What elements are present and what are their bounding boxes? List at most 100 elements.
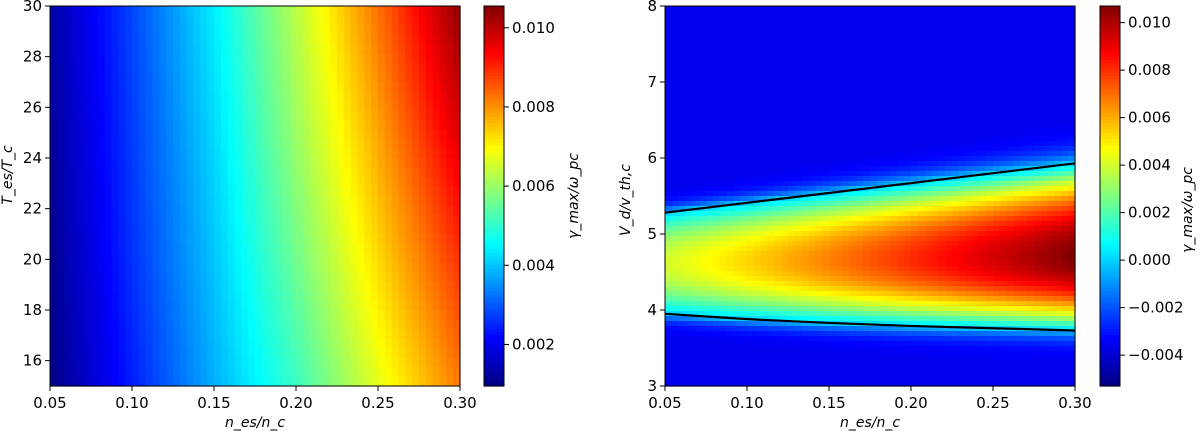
right-heatmap-cell bbox=[692, 176, 700, 182]
left-colorbar-swatch bbox=[484, 154, 504, 159]
left-heatmap-cell bbox=[343, 110, 352, 121]
left-heatmap-cell bbox=[357, 63, 365, 74]
right-heatmap-cell bbox=[890, 51, 898, 57]
left-heatmap-cell bbox=[419, 110, 427, 121]
left-heatmap-cell bbox=[405, 120, 413, 131]
right-heatmap-cell bbox=[1054, 186, 1062, 192]
right-heatmap-cell bbox=[1054, 106, 1062, 112]
left-heatmap-cell bbox=[84, 63, 92, 74]
right-heatmap-cell bbox=[876, 156, 885, 162]
right-heatmap-cell bbox=[753, 131, 762, 137]
right-heatmap-cell bbox=[938, 111, 946, 117]
left-heatmap-cell bbox=[63, 196, 72, 207]
right-heatmap-cell bbox=[815, 101, 823, 107]
left-heatmap-cell bbox=[391, 329, 400, 340]
right-heatmap-cell bbox=[904, 71, 912, 77]
right-heatmap-cell bbox=[952, 71, 960, 77]
left-heatmap-cell bbox=[193, 177, 201, 188]
left-heatmap-cell bbox=[350, 262, 359, 273]
right-heatmap-cell bbox=[904, 116, 912, 122]
left-heatmap-cell bbox=[330, 6, 338, 17]
left-heatmap-cell bbox=[439, 253, 447, 264]
right-heatmap-cell bbox=[1061, 131, 1069, 137]
left-heatmap-cell bbox=[453, 310, 461, 321]
right-heatmap-cell bbox=[699, 26, 707, 32]
left-heatmap-cell bbox=[56, 91, 65, 102]
left-heatmap-cell bbox=[384, 281, 393, 292]
right-heatmap-cell bbox=[726, 86, 734, 92]
left-heatmap-cell bbox=[425, 310, 434, 321]
left-heatmap-cell bbox=[337, 158, 345, 169]
left-heatmap-cell bbox=[125, 338, 133, 349]
left-heatmap-cell bbox=[371, 120, 379, 131]
right-heatmap-cell bbox=[712, 51, 721, 57]
right-heatmap-cell bbox=[870, 126, 878, 132]
right-heatmap-cell bbox=[815, 201, 823, 207]
left-heatmap-cell bbox=[200, 63, 208, 74]
right-heatmap-cell bbox=[1040, 101, 1049, 107]
right-heatmap-cell bbox=[740, 186, 748, 192]
right-heatmap-cell bbox=[1047, 26, 1056, 32]
right-heatmap-cell bbox=[740, 61, 748, 67]
right-heatmap-cell bbox=[808, 101, 816, 107]
left-heatmap-cell bbox=[77, 101, 85, 112]
left-heatmap-cell bbox=[118, 262, 126, 273]
left-heatmap-cell bbox=[384, 215, 393, 226]
right-heatmap-cell bbox=[712, 11, 721, 17]
right-heatmap-cell bbox=[1027, 181, 1035, 187]
right-heatmap-cell bbox=[1047, 11, 1056, 17]
right-heatmap-cell bbox=[1068, 21, 1076, 27]
left-heatmap-cell bbox=[104, 215, 113, 226]
left-heatmap-cell bbox=[91, 224, 99, 235]
left-heatmap-cell bbox=[138, 177, 147, 188]
right-heatmap-cell bbox=[993, 161, 1001, 167]
left-heatmap-cell bbox=[439, 44, 447, 55]
right-heatmap-cell bbox=[897, 41, 905, 47]
left-heatmap-cell bbox=[425, 272, 434, 283]
left-heatmap-cell bbox=[282, 139, 290, 150]
right-heatmap-cell bbox=[699, 66, 707, 72]
right-heatmap-cell bbox=[842, 101, 851, 107]
left-heatmap-cell bbox=[323, 262, 331, 273]
right-heatmap-cell bbox=[917, 86, 926, 92]
right-heatmap-cell bbox=[1068, 31, 1076, 37]
right-heatmap-cell bbox=[726, 176, 734, 182]
right-heatmap-cell bbox=[835, 116, 844, 122]
left-heatmap-cell bbox=[166, 319, 174, 330]
right-heatmap-cell bbox=[945, 136, 953, 142]
left-heatmap-cell bbox=[412, 15, 420, 26]
right-heatmap-cell bbox=[952, 66, 960, 72]
left-heatmap-cell bbox=[282, 376, 290, 387]
left-heatmap-cell bbox=[125, 310, 133, 321]
left-heatmap-cell bbox=[330, 72, 338, 83]
left-heatmap-cell bbox=[186, 329, 195, 340]
left-heatmap-cell bbox=[446, 196, 454, 207]
left-heatmap-cell bbox=[118, 15, 126, 26]
right-heatmap-cell bbox=[876, 21, 885, 27]
right-heatmap-cell bbox=[999, 21, 1008, 27]
left-heatmap-cell bbox=[296, 53, 304, 64]
right-heatmap-cell bbox=[952, 26, 960, 32]
left-heatmap-cell bbox=[255, 215, 263, 226]
left-heatmap-cell bbox=[309, 224, 318, 235]
right-heatmap-cell bbox=[685, 186, 693, 192]
left-heatmap-cell bbox=[343, 291, 352, 302]
left-heatmap-cell bbox=[412, 120, 420, 131]
right-heatmap-cell bbox=[808, 41, 816, 47]
right-heatmap-cell bbox=[979, 106, 987, 112]
right-heatmap-cell bbox=[856, 181, 864, 187]
left-colorbar-swatch bbox=[484, 357, 504, 362]
left-heatmap-cell bbox=[145, 310, 154, 321]
left-heatmap-cell bbox=[425, 357, 434, 368]
right-heatmap-cell bbox=[904, 141, 912, 147]
left-heatmap-cell bbox=[241, 253, 249, 264]
left-heatmap-cell bbox=[419, 338, 427, 349]
right-heatmap-cell bbox=[883, 91, 892, 97]
right-heatmap-cell bbox=[753, 151, 762, 157]
right-heatmap-cell bbox=[863, 126, 871, 132]
right-heatmap-cell bbox=[835, 196, 844, 202]
left-heatmap-cell bbox=[343, 53, 352, 64]
right-heatmap-cell bbox=[1006, 96, 1015, 102]
right-heatmap-cell bbox=[911, 16, 919, 22]
left-heatmap-cell bbox=[412, 262, 420, 273]
